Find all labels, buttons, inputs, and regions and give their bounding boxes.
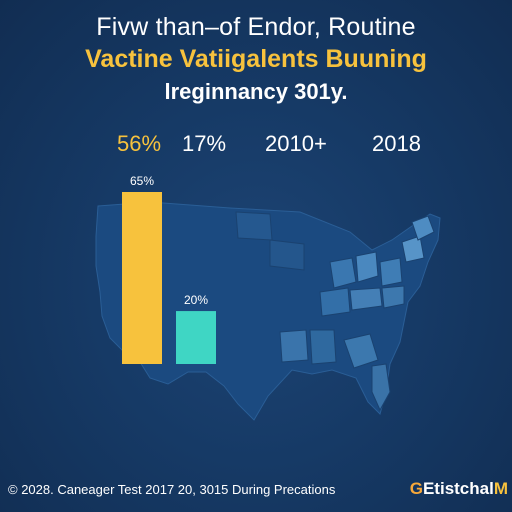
legend-value-1: 56% (117, 131, 162, 156)
bar-1 (122, 192, 162, 364)
legend-value-3: 2010+ (265, 131, 327, 156)
state-shape (309, 329, 337, 365)
state-shape (269, 239, 305, 271)
state-shape (379, 257, 403, 287)
bars-group: 65% 20% (122, 174, 216, 364)
state-shape (349, 287, 383, 311)
chart-title-line2: Vactine Vatiigalents Buuning (85, 45, 427, 73)
state-shape (279, 329, 309, 363)
chart-title: Fivw than–of Endor, Routine Vactine Vati… (0, 12, 512, 106)
brand-main: Etistchal (422, 479, 494, 498)
footer-note: © 2028. Caneager Test 2017 20, 3015 Duri… (8, 482, 336, 497)
bar-2-data-label: 20% (184, 293, 208, 307)
us-map-background (95, 201, 441, 421)
state-shape (401, 235, 425, 263)
state-shape (411, 215, 435, 241)
bar-1-data-label: 65% (130, 174, 154, 188)
state-shape (329, 257, 357, 289)
state-shape (343, 333, 379, 369)
legend-value-4: 2018 (372, 131, 421, 156)
chart-title-line1: Fivw than–of Endor, Routine (96, 13, 416, 41)
state-shape (319, 287, 351, 317)
brand-suffix: M (493, 479, 508, 498)
state-shape (235, 211, 273, 241)
brand-logo: GEtistchalM (410, 479, 508, 499)
chart-title-line3: lreginnancy 301y. (164, 79, 348, 104)
state-shape (355, 251, 379, 283)
brand-prefix: G (409, 479, 423, 498)
bar-2 (176, 311, 216, 364)
legend-value-2: 17% (182, 131, 227, 156)
state-shape (381, 285, 405, 309)
state-shape (371, 363, 391, 412)
